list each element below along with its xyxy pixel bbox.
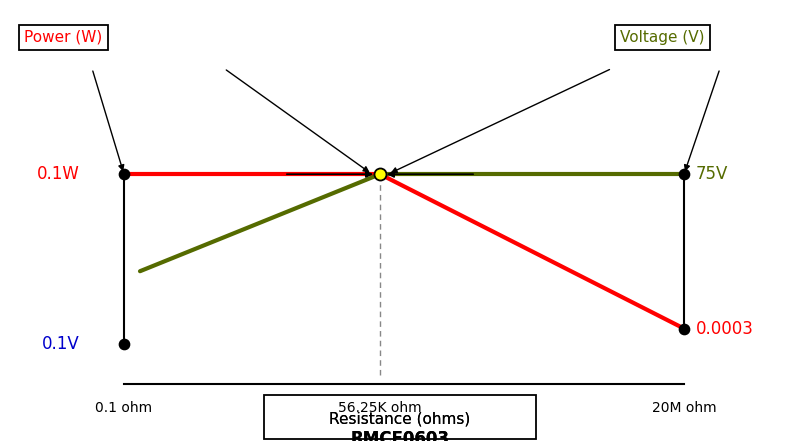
Text: 0.0003: 0.0003 — [696, 320, 754, 337]
Point — [118, 340, 130, 348]
Point — [374, 171, 386, 178]
Point — [678, 171, 690, 178]
Text: Voltage (V): Voltage (V) — [620, 30, 705, 45]
Text: 56.25K ohm: 56.25K ohm — [338, 401, 422, 415]
Text: 0.1V: 0.1V — [42, 335, 80, 353]
Point — [118, 171, 130, 178]
Text: 75V: 75V — [696, 165, 728, 183]
Text: 0.1 ohm: 0.1 ohm — [95, 401, 153, 415]
Point — [678, 325, 690, 332]
Text: Resistance (ohms): Resistance (ohms) — [330, 411, 470, 426]
Text: Power (W): Power (W) — [24, 30, 102, 45]
Text: RMCF0603: RMCF0603 — [350, 430, 450, 441]
Text: RMCF0603: RMCF0603 — [350, 430, 450, 441]
FancyBboxPatch shape — [264, 395, 536, 439]
Text: 20M ohm: 20M ohm — [652, 401, 716, 415]
Text: Resistance (ohms): Resistance (ohms) — [330, 411, 470, 426]
Text: 0.1W: 0.1W — [37, 165, 80, 183]
